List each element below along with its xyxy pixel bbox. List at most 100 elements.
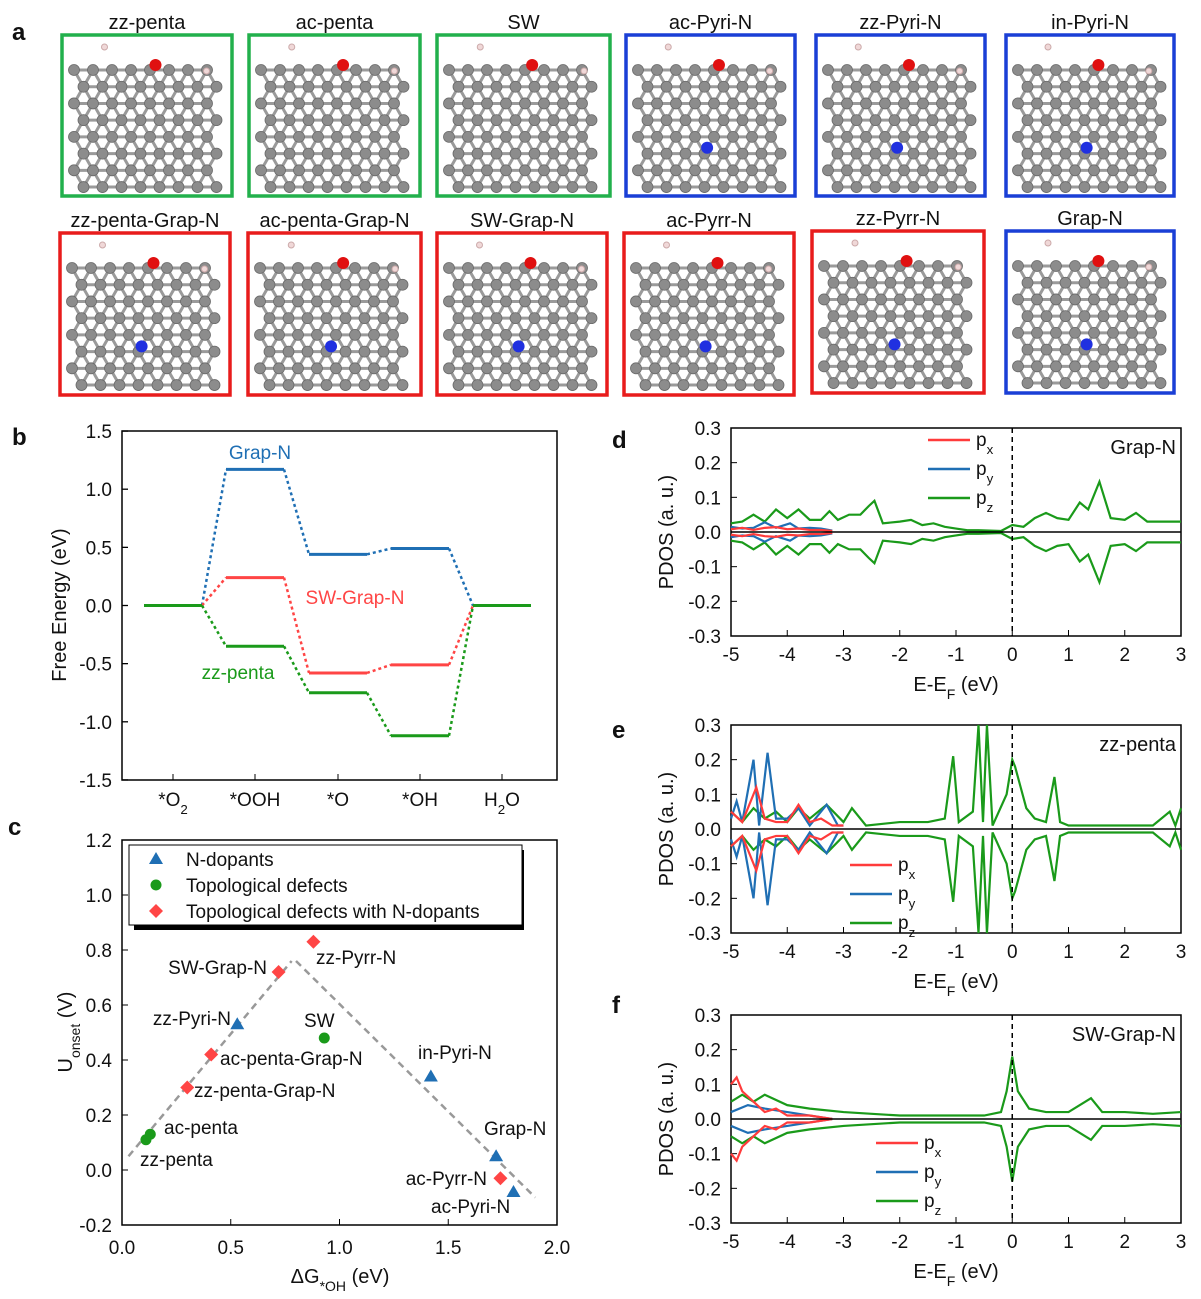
panel-title: Grap-N	[1110, 437, 1176, 459]
carbon-atom	[846, 310, 859, 323]
carbon-atom	[746, 164, 758, 177]
carbon-atom	[528, 278, 541, 291]
series-zz-penta	[144, 604, 531, 738]
carbon-atom	[462, 64, 474, 76]
carbon-lattice	[254, 262, 409, 391]
carbon-atom	[727, 164, 739, 177]
carbon-atom	[677, 312, 690, 325]
carbon-atom	[639, 345, 652, 358]
carbon-atom	[557, 262, 569, 274]
carbon-atom	[182, 97, 194, 110]
connector	[200, 604, 228, 647]
carbon-atom	[1154, 343, 1167, 356]
carbon-atom	[679, 181, 692, 193]
carbon-atom	[273, 362, 285, 375]
carbon-atom	[746, 64, 758, 76]
carbon-atom	[312, 64, 324, 76]
carbon-atom	[1069, 97, 1081, 110]
legend-label-main: p	[898, 855, 909, 876]
carbon-atom	[547, 345, 560, 358]
carbon-atom	[917, 97, 929, 110]
carbon-atom	[350, 130, 362, 143]
connector	[366, 547, 392, 556]
carbon-atom	[519, 295, 531, 308]
y-tick-label: 0.1	[695, 785, 721, 806]
carbon-atom	[519, 362, 531, 375]
carbon-atom	[1135, 114, 1148, 127]
carbon-atom	[837, 260, 849, 272]
carbon-atom	[388, 130, 400, 143]
structure-frame	[435, 231, 609, 397]
pdos-curve-spin-down-px	[730, 1117, 833, 1163]
x-axis-label-sub: F	[947, 983, 956, 999]
carbon-atom	[547, 80, 560, 93]
carbon-atom	[134, 114, 147, 127]
carbon-atom	[856, 293, 868, 306]
structure-zz-penta	[60, 33, 234, 198]
oxygen-atom	[147, 257, 160, 269]
hydrogen-atom	[1044, 43, 1052, 51]
carbon-atom	[827, 310, 840, 323]
carbon-atom	[557, 130, 569, 143]
carbon-atom	[649, 362, 661, 375]
point-label: Grap-N	[484, 1119, 546, 1140]
carbon-atom	[358, 345, 371, 358]
x-category-label-main: *O	[158, 790, 180, 811]
carbon-atom	[846, 377, 859, 389]
series-Grap-N	[144, 467, 531, 607]
structure-label: SW-Grap-N	[470, 210, 574, 232]
carbon-atom	[189, 278, 202, 291]
carbon-atom	[941, 276, 954, 289]
panel-label-a: a	[12, 19, 26, 46]
structure-label: Grap-N	[1057, 208, 1123, 230]
carbon-atom	[926, 181, 939, 193]
carbon-atom	[340, 80, 353, 93]
carbon-atom	[727, 130, 739, 143]
carbon-atom	[632, 164, 644, 177]
carbon-atom	[1059, 181, 1072, 193]
carbon-atom	[850, 147, 863, 160]
carbon-atom	[106, 130, 118, 143]
data-point-zz-Pyrr-N	[306, 934, 321, 949]
carbon-atom	[658, 345, 671, 358]
carbon-atom	[670, 130, 682, 143]
hydrogen-atom	[578, 265, 585, 273]
carbon-atom	[960, 310, 973, 323]
carbon-atom	[907, 181, 920, 193]
carbon-atom	[1069, 130, 1081, 143]
carbon-atom	[452, 345, 465, 358]
carbon-atom	[698, 80, 711, 93]
carbon-atom	[301, 345, 314, 358]
hydrogen-atom	[201, 265, 208, 273]
carbon-atom	[658, 312, 671, 325]
carbon-atom	[1097, 181, 1110, 193]
carbon-atom	[860, 130, 872, 143]
carbon-atom	[715, 379, 728, 391]
carbon-atom	[490, 278, 503, 291]
carbon-atom	[509, 114, 522, 127]
carbon-atom	[898, 164, 910, 177]
carbon-atom	[660, 181, 673, 193]
carbon-atom	[396, 379, 409, 391]
carbon-atom	[462, 262, 474, 274]
carbon-atom	[837, 360, 849, 373]
carbon-atom	[547, 147, 560, 160]
carbon-atom	[922, 377, 935, 389]
carbon-atom	[368, 328, 380, 341]
carbon-lattice	[443, 262, 598, 391]
carbon-atom	[1145, 293, 1157, 306]
carbon-atom	[774, 147, 787, 160]
carbon-atom	[320, 312, 333, 325]
carbon-atom	[585, 80, 598, 93]
carbon-atom	[725, 328, 737, 341]
carbon-atom	[941, 310, 954, 323]
carbon-atom	[538, 130, 550, 143]
carbon-atom	[283, 181, 296, 193]
carbon-atom	[725, 362, 737, 375]
carbon-atom	[151, 312, 164, 325]
hydrogen-atom	[390, 67, 398, 75]
carbon-atom	[566, 312, 579, 325]
pdos-panel-d	[730, 427, 1182, 637]
carbon-atom	[208, 379, 221, 391]
carbon-atom	[879, 130, 891, 143]
